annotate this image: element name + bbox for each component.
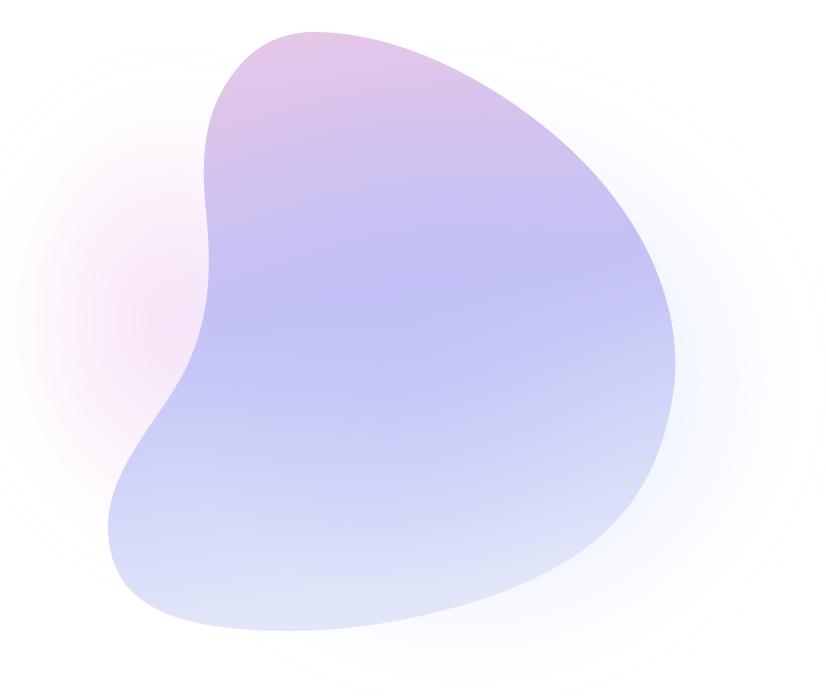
blob-inner-shade — [107, 31, 676, 632]
